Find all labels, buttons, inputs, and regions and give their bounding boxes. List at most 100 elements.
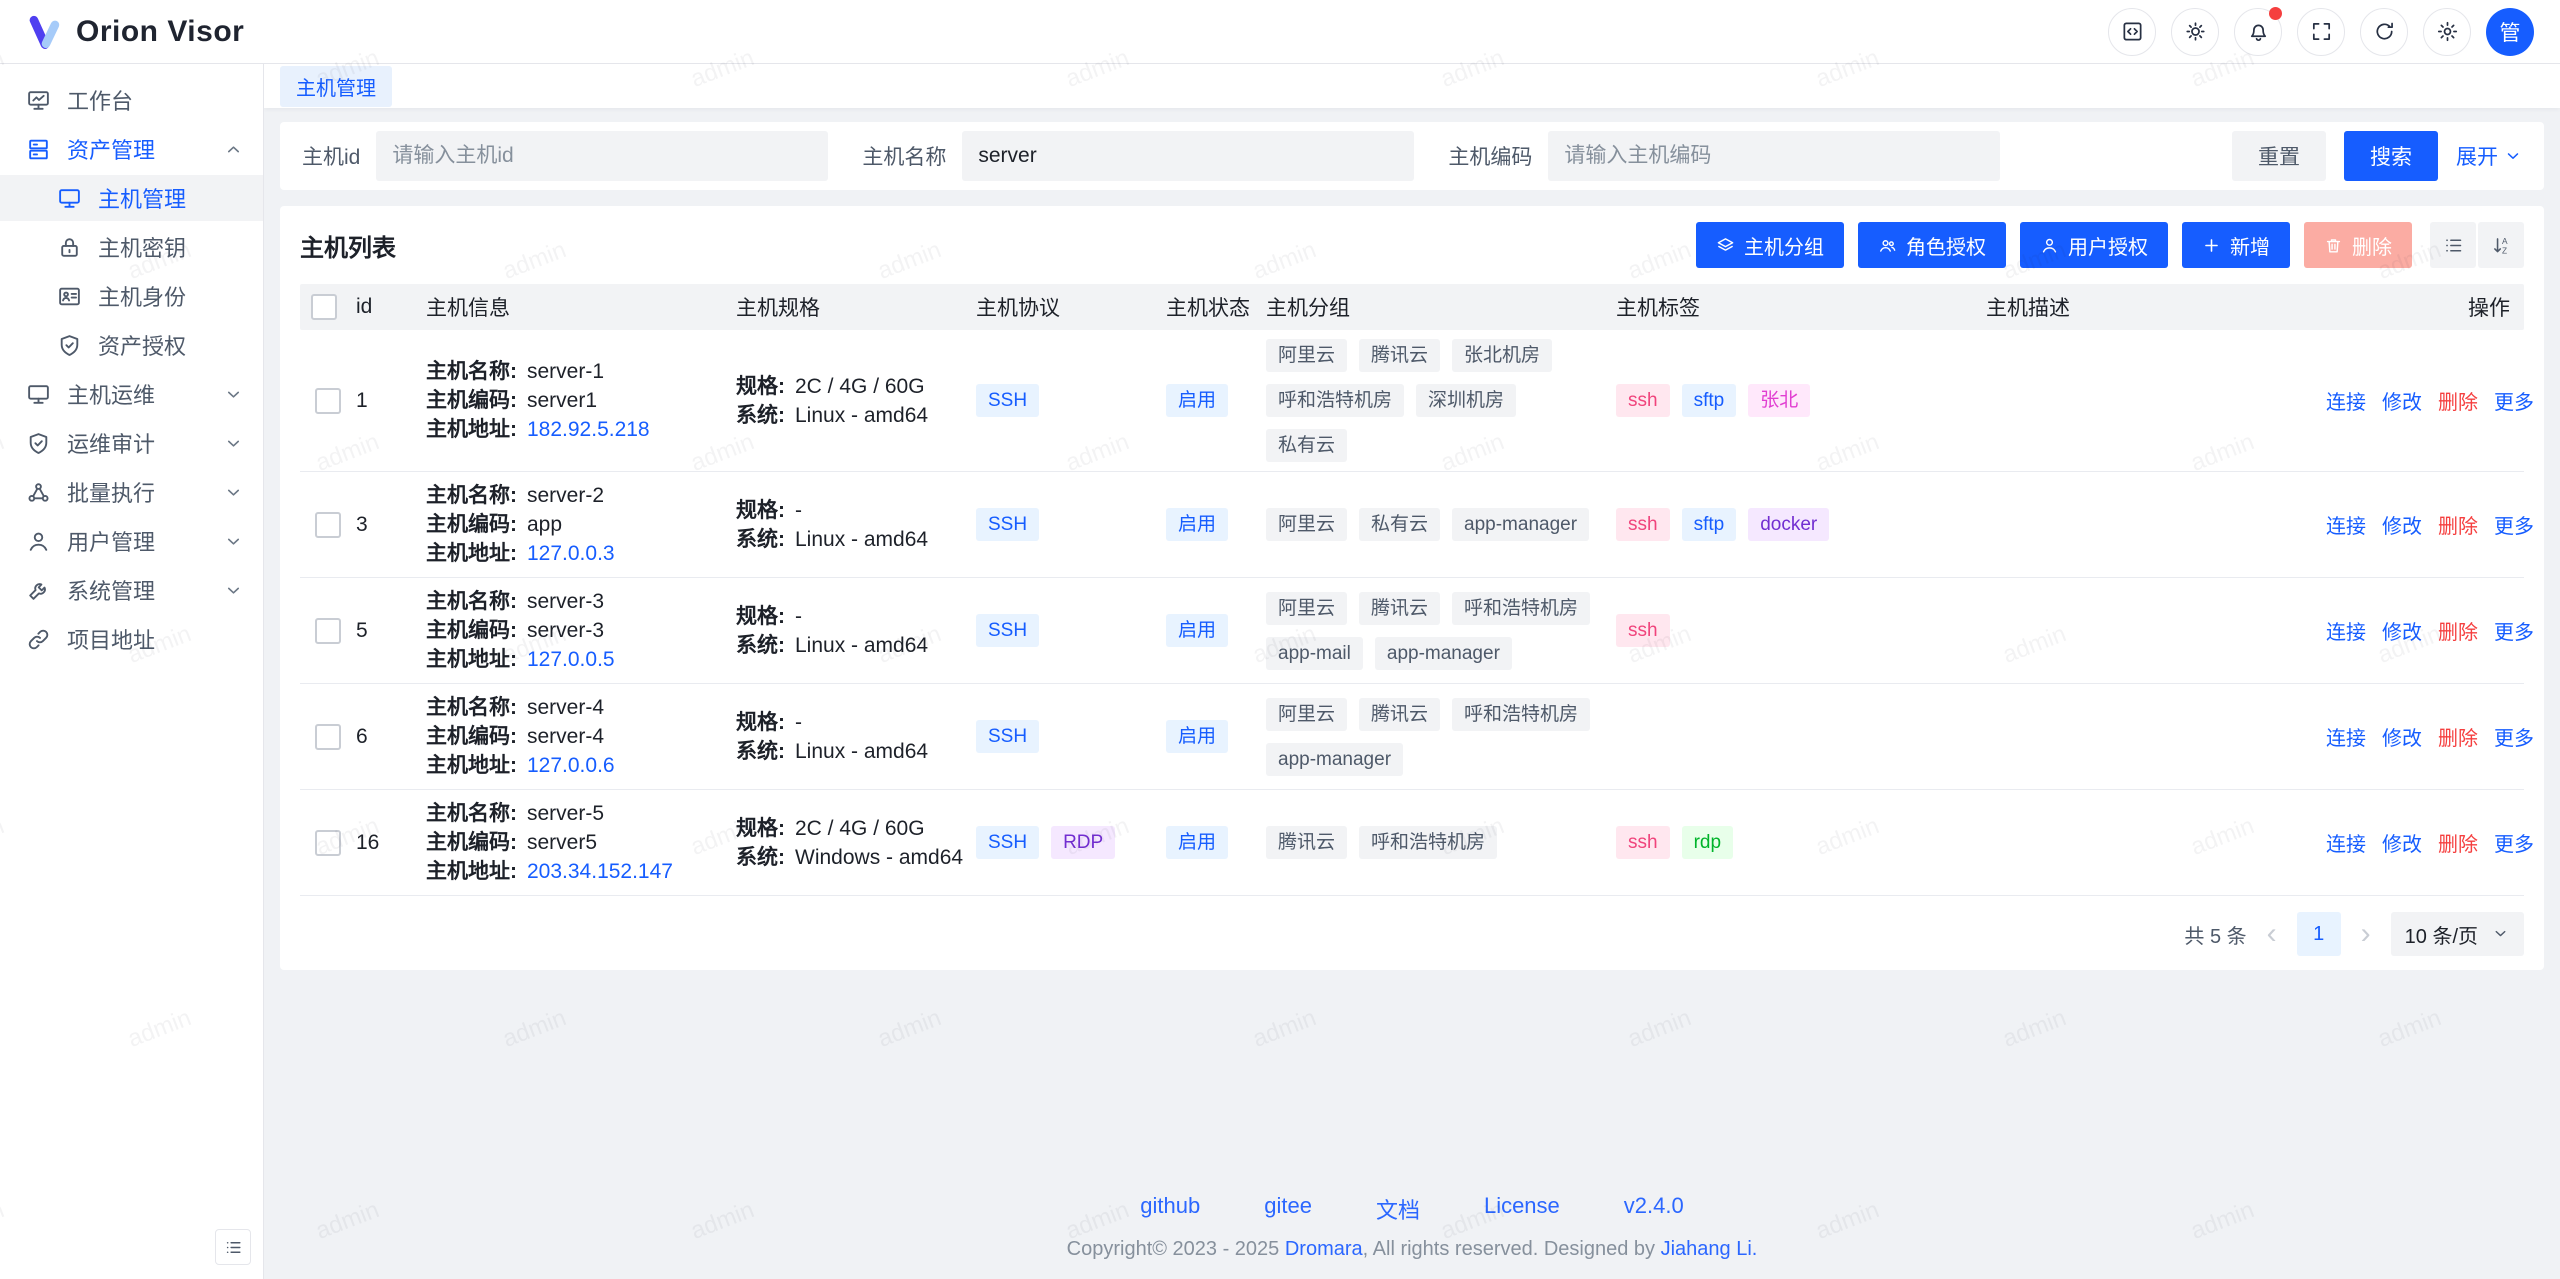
create-label: 新增 [2230,236,2270,259]
action-link[interactable]: 连接 [2326,516,2366,538]
action-link[interactable]: 更多 [2494,834,2534,856]
gear-icon [2436,20,2459,43]
action-link[interactable]: 连接 [2326,622,2366,644]
search-button[interactable]: 搜索 [2344,131,2438,181]
expand-filter-button[interactable]: 展开 [2456,141,2522,171]
host-address-value[interactable]: 203.34.152.147 [527,860,673,883]
action-link[interactable]: 连接 [2326,728,2366,750]
host-name-input[interactable] [962,131,1415,181]
action-delete[interactable]: 删除 [2438,392,2478,414]
row-checkbox[interactable] [315,617,341,644]
action-delete[interactable]: 删除 [2438,622,2478,644]
reset-button[interactable]: 重置 [2232,131,2326,181]
host-groups-cell: 阿里云 腾讯云 张北机房 呼和浩特机房 深圳机房 私有云 [1266,339,1616,462]
footer-link[interactable]: License [1483,1193,1560,1218]
row-checkbox[interactable] [315,723,341,750]
sidebar-item-asset-authorization[interactable]: 资产授权 [0,322,263,368]
host-name-line: 主机名称: server-4 [426,693,736,722]
host-name-line: 主机名称: server-3 [426,587,736,616]
group-tag: 阿里云 [1266,697,1348,731]
sidebar-item-system-management[interactable]: 系统管理 [0,567,263,613]
page-size-select[interactable]: 10 条/页 [2390,912,2524,956]
table-row: 6 主机名称: server-4 主机编码: server-4 主机地址: 127.0.0.… [300,684,2534,790]
footer-link[interactable]: 文档 [1375,1198,1420,1223]
delete-button[interactable]: 删除 [2304,222,2412,268]
action-link[interactable]: 更多 [2494,728,2534,750]
sidebar-collapse-button[interactable] [215,1229,251,1265]
copyright: Copyright© 2023 - 2025 Dromara, All righ… [264,1238,2560,1261]
sidebar-item-host-key[interactable]: 主机密钥 [0,224,263,270]
action-link[interactable]: 连接 [2326,392,2366,414]
notifications-button[interactable] [2234,6,2282,56]
host-info-cell: 主机名称: server-1 主机编码: server1 主机地址: 182.92.5.2… [426,357,736,444]
sidebar-item-workbench[interactable]: 工作台 [0,77,263,123]
sidebar-item-ops-audit[interactable]: 运维审计 [0,420,263,466]
sidebar-item-host-identity[interactable]: 主机身份 [0,273,263,319]
action-delete[interactable]: 删除 [2438,516,2478,538]
prev-page-button[interactable]: ‹ [2266,917,2277,950]
user-group-icon [1878,236,1897,255]
host-address-value[interactable]: 127.0.0.3 [527,542,615,565]
select-all-checkbox[interactable] [311,294,337,320]
host-info-cell: 主机名称: server-5 主机编码: server5 主机地址: 203.34.152… [426,799,736,886]
action-link[interactable]: 更多 [2494,516,2534,538]
host-address-value[interactable]: 127.0.0.6 [527,754,615,777]
refresh-button[interactable] [2360,7,2408,56]
footer-link[interactable]: v2.4.0 [1623,1193,1684,1218]
row-checkbox[interactable] [315,829,341,856]
create-button[interactable]: 新增 [2182,222,2290,268]
action-link[interactable]: 修改 [2382,622,2422,644]
theme-button[interactable] [2171,7,2219,56]
sidebar-item-host-management[interactable]: 主机管理 [0,175,263,221]
filter-field-host-name: 主机名称 [862,131,1415,181]
action-link[interactable]: 修改 [2382,392,2422,414]
host-id-input[interactable] [376,131,829,181]
action-link[interactable]: 连接 [2326,834,2366,856]
author-link[interactable]: Jiahang Li. [1660,1238,1758,1260]
lock-icon [57,235,82,260]
row-checkbox[interactable] [315,387,341,414]
action-delete[interactable]: 删除 [2438,728,2478,750]
user-icon [26,529,51,554]
action-link[interactable]: 修改 [2382,728,2422,750]
sidebar-item-user-management[interactable]: 用户管理 [0,518,263,564]
user-avatar[interactable]: 管 [2486,7,2534,56]
sidebar-item-batch-execution[interactable]: 批量执行 [0,469,263,515]
fullscreen-button[interactable] [2297,7,2345,56]
sidebar-item-host-ops[interactable]: 主机运维 [0,371,263,417]
action-link[interactable]: 修改 [2382,834,2422,856]
tab-host-management[interactable]: 主机管理 [280,65,392,107]
row-actions-cell: 连接 修改 删除 更多 [2326,828,2548,857]
sidebar-item-project-url[interactable]: 项目地址 [0,616,263,662]
host-status-cell: 启用 [1166,614,1266,647]
footer-link[interactable]: gitee [1264,1193,1312,1218]
column-header: 主机协议 [976,297,1060,320]
host-address-label: 主机地址: [426,754,517,777]
host-address-value[interactable]: 182.92.5.218 [527,418,650,441]
settings-button[interactable] [2423,7,2471,56]
action-link[interactable]: 修改 [2382,516,2422,538]
row-select-cell [300,511,356,538]
column-setting-button[interactable] [2430,222,2476,268]
footer-link[interactable]: github [1140,1193,1201,1218]
next-page-button[interactable]: › [2360,917,2371,950]
page-number-button[interactable]: 1 [2296,912,2341,956]
dromara-link[interactable]: Dromara [1284,1238,1363,1260]
host-tag: ssh [1616,614,1670,647]
column-header: id [356,295,373,318]
action-link[interactable]: 更多 [2494,392,2534,414]
host-group-button[interactable]: 主机分组 [1696,222,1844,268]
row-checkbox[interactable] [315,511,341,538]
role-grant-button[interactable]: 角色授权 [1858,222,2006,268]
action-link[interactable]: 更多 [2494,622,2534,644]
page-size-value: 10 条/页 [2404,925,2478,948]
user-grant-button[interactable]: 用户授权 [2020,222,2168,268]
app-header: Orion Visor 管 [0,0,2560,64]
sun-icon [2184,20,2207,43]
host-address-value[interactable]: 127.0.0.5 [527,648,615,671]
code-button[interactable] [2108,7,2156,56]
sidebar-item-asset-management[interactable]: 资产管理 [0,126,263,172]
host-code-input[interactable] [1548,131,2001,181]
action-delete[interactable]: 删除 [2438,834,2478,856]
